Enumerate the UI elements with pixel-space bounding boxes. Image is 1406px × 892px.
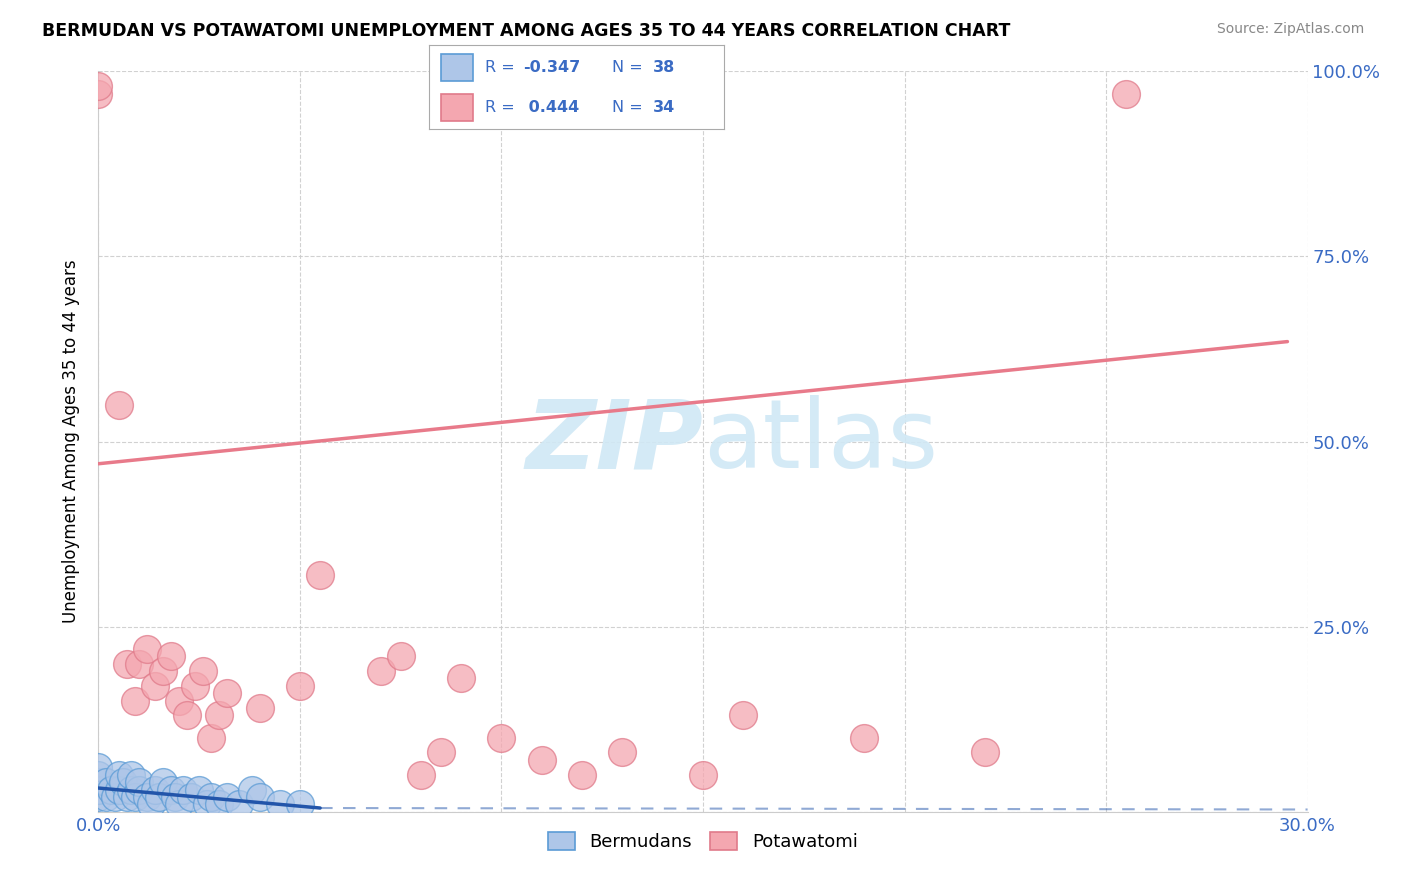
Legend: Bermudans, Potawatomi: Bermudans, Potawatomi <box>541 824 865 858</box>
Point <box>208 708 231 723</box>
Point <box>240 782 263 797</box>
Point <box>430 746 453 760</box>
Point <box>249 789 271 804</box>
Point <box>160 782 183 797</box>
Text: 34: 34 <box>654 100 675 115</box>
Point <box>176 708 198 723</box>
Point <box>269 797 291 812</box>
Point <box>160 649 183 664</box>
Point <box>530 753 553 767</box>
Point <box>128 775 150 789</box>
Point <box>124 694 146 708</box>
Point <box>100 782 122 797</box>
Point <box>180 789 202 804</box>
Text: N =: N = <box>612 100 648 115</box>
Point <box>389 649 412 664</box>
Point <box>128 782 150 797</box>
Point <box>288 679 311 693</box>
Text: atlas: atlas <box>703 395 938 488</box>
Point <box>135 789 157 804</box>
Point <box>1115 87 1137 101</box>
Point <box>135 641 157 656</box>
Point <box>450 672 472 686</box>
Point <box>184 679 207 693</box>
Point <box>139 797 162 812</box>
Text: ZIP: ZIP <box>524 395 703 488</box>
Point <box>612 746 634 760</box>
Point <box>208 797 231 812</box>
Point <box>87 782 110 797</box>
Point <box>87 767 110 781</box>
Point <box>120 782 142 797</box>
Text: Source: ZipAtlas.com: Source: ZipAtlas.com <box>1216 22 1364 37</box>
Point <box>172 782 194 797</box>
Point <box>409 767 432 781</box>
Point <box>143 679 166 693</box>
Y-axis label: Unemployment Among Ages 35 to 44 years: Unemployment Among Ages 35 to 44 years <box>62 260 80 624</box>
Text: R =: R = <box>485 100 520 115</box>
Point <box>200 789 222 804</box>
Point <box>87 789 110 804</box>
Point <box>974 746 997 760</box>
Point <box>87 87 110 101</box>
FancyBboxPatch shape <box>440 54 472 81</box>
Point <box>87 79 110 94</box>
Point <box>309 567 332 582</box>
Point <box>163 789 186 804</box>
Point <box>692 767 714 781</box>
Point <box>87 760 110 774</box>
Text: R =: R = <box>485 60 520 75</box>
Point <box>217 686 239 700</box>
Point <box>217 789 239 804</box>
Text: N =: N = <box>612 60 648 75</box>
Point <box>115 657 138 671</box>
Point <box>571 767 593 781</box>
Text: BERMUDAN VS POTAWATOMI UNEMPLOYMENT AMONG AGES 35 TO 44 YEARS CORRELATION CHART: BERMUDAN VS POTAWATOMI UNEMPLOYMENT AMON… <box>42 22 1011 40</box>
Point <box>128 657 150 671</box>
Point <box>733 708 755 723</box>
Point <box>143 782 166 797</box>
Point <box>249 701 271 715</box>
Point <box>370 664 392 678</box>
Point <box>228 797 250 812</box>
Point <box>152 775 174 789</box>
Point <box>152 664 174 678</box>
Point <box>107 782 129 797</box>
Text: -0.347: -0.347 <box>523 60 581 75</box>
Point <box>193 664 215 678</box>
Point <box>124 789 146 804</box>
Point <box>107 398 129 412</box>
Point <box>107 767 129 781</box>
Point <box>491 731 513 745</box>
Point <box>120 767 142 781</box>
Point <box>111 775 134 789</box>
Point <box>148 789 170 804</box>
Point <box>115 789 138 804</box>
Point <box>87 775 110 789</box>
Point <box>167 694 190 708</box>
Text: 0.444: 0.444 <box>523 100 579 115</box>
Text: 38: 38 <box>654 60 675 75</box>
Point <box>96 775 118 789</box>
Point <box>188 782 211 797</box>
Point <box>195 797 218 812</box>
Point <box>853 731 876 745</box>
Point <box>200 731 222 745</box>
Point <box>167 797 190 812</box>
Point <box>96 789 118 804</box>
FancyBboxPatch shape <box>440 94 472 120</box>
Point <box>288 797 311 812</box>
Point <box>103 789 125 804</box>
